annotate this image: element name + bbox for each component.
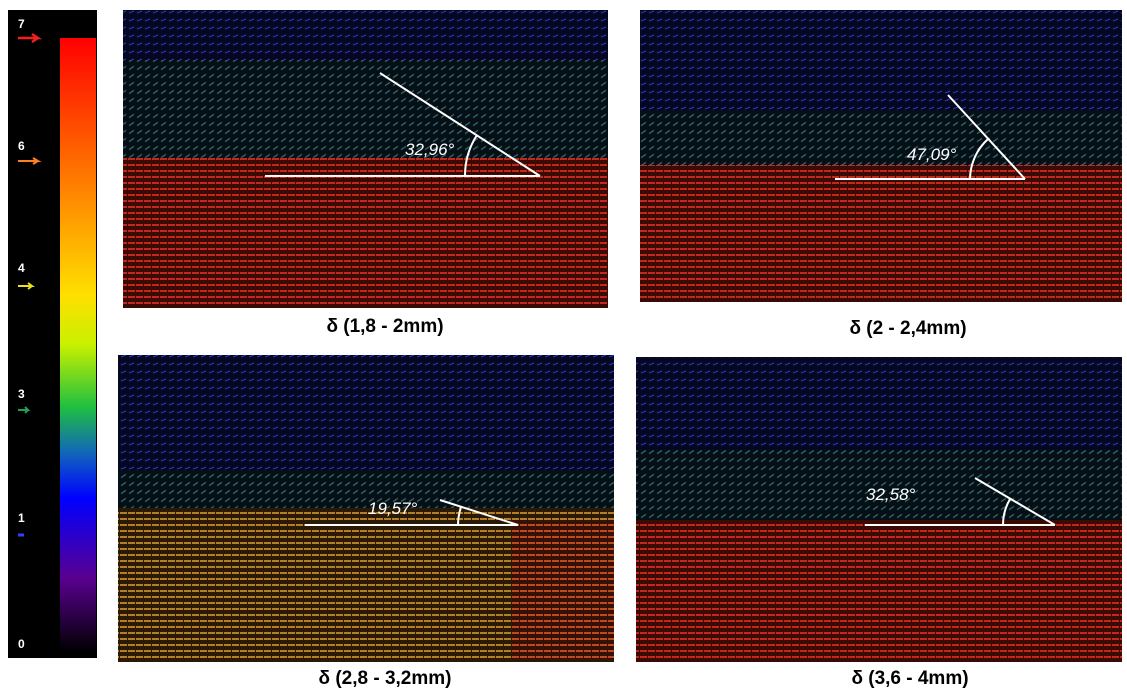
caption: δ (2,8 - 3,2mm) (319, 668, 452, 689)
panel: 19,57° δ (2,8 - 3,2mm) (118, 355, 614, 689)
angle-line (439, 499, 519, 526)
colorbar-label: 0 (18, 637, 25, 651)
angle-line (379, 72, 541, 177)
angle-line (947, 94, 1026, 180)
angle-label: 32,58° (866, 485, 916, 504)
angle-label: 47,09° (907, 145, 957, 164)
colorbar-label: 3 (18, 387, 25, 401)
field-high (640, 165, 1122, 302)
caption: δ (1,8 - 2mm) (326, 316, 443, 337)
colorbar-label: 4 (18, 261, 25, 275)
field-turbulent (512, 520, 614, 660)
angle-arc (457, 506, 462, 526)
angle-arc (969, 138, 989, 180)
colorbar-gradient (60, 38, 96, 652)
colorbar-label: 7 (18, 17, 25, 31)
angle-label: 32,96° (405, 140, 455, 159)
field-high (636, 520, 1122, 662)
field-mid (118, 470, 614, 508)
panel: 47,09° δ (2 - 2,4mm) (640, 10, 1122, 339)
legend-arrow (18, 157, 42, 165)
angle-line (974, 477, 1056, 526)
angle-arc (463, 134, 478, 177)
colorbar-label: 6 (18, 139, 25, 153)
angle-label: 19,57° (368, 499, 418, 518)
field-high (123, 158, 608, 308)
caption: δ (3,6 - 4mm) (851, 668, 968, 689)
field-mid (640, 110, 1122, 165)
legend-arrow (18, 32, 43, 44)
colorbar: 7 6 4 3 1 0 (8, 10, 97, 658)
legend-arrow (18, 406, 31, 414)
field-mid (123, 60, 608, 158)
angle-arc (1002, 498, 1011, 526)
colorbar-label: 1 (18, 511, 25, 525)
panel: 32,96° δ (1,8 - 2mm) (123, 10, 608, 337)
caption: δ (2 - 2,4mm) (849, 318, 966, 339)
field-mid (636, 450, 1122, 520)
legend-arrow (18, 282, 35, 290)
panel: 32,58° δ (3,6 - 4mm) (636, 357, 1122, 689)
